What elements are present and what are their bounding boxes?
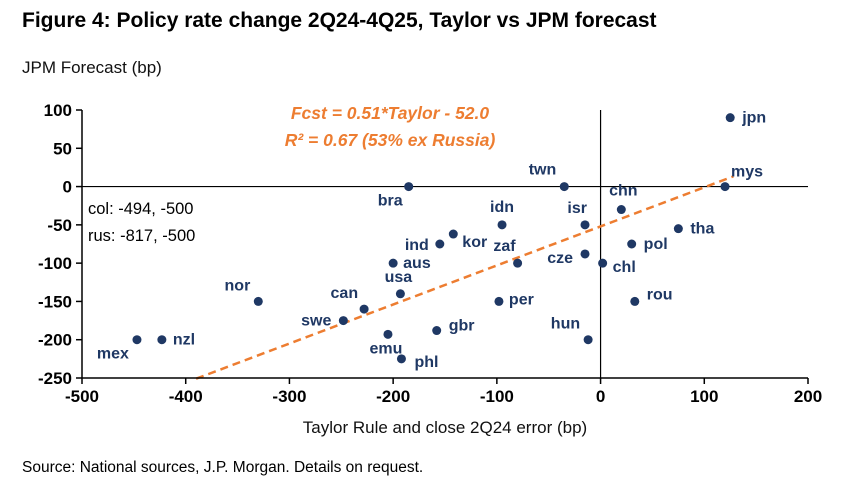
point-label-idn: idn (490, 199, 514, 216)
x-tick-label: -200 (376, 387, 410, 406)
data-point-mys (720, 182, 730, 192)
regression-equation: Fcst = 0.51*Taylor - 52.0 (290, 103, 490, 123)
point-label-rou: rou (647, 286, 673, 303)
point-label-pol: pol (644, 236, 668, 253)
point-label-usa: usa (385, 269, 413, 286)
point-label-chl: chl (613, 259, 636, 276)
y-tick-label: -100 (38, 254, 72, 273)
data-point-per (494, 296, 504, 306)
regression-r-squared: R² = 0.67 (53% ex Russia) (284, 130, 496, 150)
data-point-kor (448, 229, 458, 239)
regression-annotation: Fcst = 0.51*Taylor - 52.0 R² = 0.67 (53%… (225, 100, 555, 154)
point-label-nor: nor (225, 277, 251, 294)
point-label-aus: aus (403, 255, 431, 272)
y-tick-label: 50 (53, 139, 72, 158)
x-tick-label: 100 (690, 387, 718, 406)
x-tick-label: -300 (272, 387, 306, 406)
point-label-ind: ind (405, 237, 429, 254)
source-line: Source: National sources, J.P. Morgan. D… (22, 459, 424, 476)
data-point-tha (673, 224, 683, 234)
data-point-ind (435, 239, 445, 249)
data-point-twn (559, 182, 569, 192)
data-point-chn (616, 205, 626, 215)
y-tick-label: -200 (38, 331, 72, 350)
data-point-nzl (157, 335, 167, 345)
x-tick-label: -400 (169, 387, 203, 406)
data-point-emu (383, 329, 393, 339)
point-label-swe: swe (301, 313, 331, 330)
outlier-note: col: -494, -500 rus: -817, -500 (88, 196, 195, 250)
x-tick-label: -100 (480, 387, 514, 406)
data-point-aus (388, 258, 398, 268)
point-label-jpn: jpn (741, 110, 766, 127)
point-label-can: can (331, 285, 359, 302)
point-label-cze: cze (547, 250, 573, 267)
data-point-swe (338, 316, 348, 326)
data-point-gbr (432, 326, 442, 336)
chart-title: Figure 4: Policy rate change 2Q24-4Q25, … (22, 9, 657, 32)
data-point-mex (132, 335, 142, 345)
data-point-jpn (725, 113, 735, 123)
data-point-chl (598, 258, 608, 268)
point-label-isr: isr (567, 200, 587, 217)
point-label-kor: kor (462, 234, 487, 251)
outlier-note-rus: rus: -817, -500 (88, 227, 196, 245)
point-label-mys: mys (731, 164, 763, 181)
point-label-twn: twn (529, 162, 557, 179)
y-tick-label: -250 (38, 369, 72, 388)
trendline (195, 175, 734, 380)
data-point-phl (396, 354, 406, 364)
point-label-bra: bra (378, 193, 403, 210)
data-point-can (359, 304, 369, 314)
point-label-mex: mex (97, 346, 129, 363)
point-label-nzl: nzl (173, 332, 195, 349)
x-tick-label: -500 (65, 387, 99, 406)
data-point-usa (395, 289, 405, 299)
point-label-gbr: gbr (449, 318, 475, 335)
data-point-pol (627, 239, 637, 249)
y-tick-label: -150 (38, 292, 72, 311)
y-axis-title: JPM Forecast (bp) (22, 58, 162, 77)
point-label-phl: phl (414, 354, 438, 371)
point-label-chn: chn (609, 183, 637, 200)
data-point-zaf (513, 258, 523, 268)
point-label-zaf: zaf (493, 238, 516, 255)
data-point-idn (497, 220, 507, 230)
data-point-nor (253, 296, 263, 306)
x-tick-label: 200 (794, 387, 822, 406)
y-tick-label: -50 (47, 216, 72, 235)
data-point-rou (630, 296, 640, 306)
data-point-isr (580, 220, 590, 230)
data-point-bra (404, 182, 414, 192)
x-axis-title: Taylor Rule and close 2Q24 error (bp) (302, 418, 588, 437)
point-label-emu: emu (370, 340, 403, 357)
data-point-hun (583, 335, 593, 345)
x-tick-label: 0 (596, 387, 605, 406)
y-tick-label: 0 (63, 178, 72, 197)
point-label-per: per (509, 291, 534, 308)
y-tick-label: 100 (44, 101, 72, 120)
point-label-hun: hun (551, 316, 580, 333)
point-label-tha: tha (690, 221, 714, 238)
data-point-cze (580, 249, 590, 259)
outlier-note-col: col: -494, -500 (88, 200, 194, 218)
